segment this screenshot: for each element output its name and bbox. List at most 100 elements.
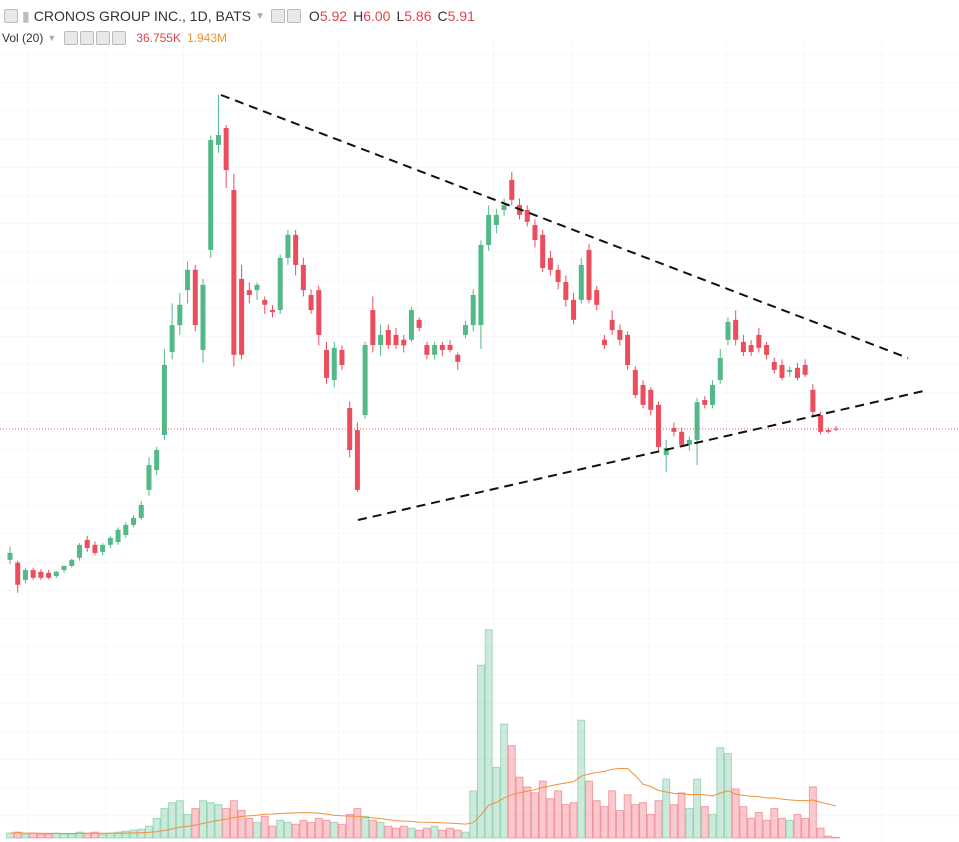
candle-body (123, 524, 129, 536)
candle-body (115, 529, 121, 543)
candle-body (177, 304, 183, 326)
candle-body (331, 347, 337, 381)
dropdown[interactable]: ▼ (47, 33, 57, 43)
candle-body (748, 345, 754, 353)
candle-body (408, 310, 414, 340)
volume-bar (175, 800, 184, 839)
volume-bar (345, 813, 354, 839)
volume-bar (708, 813, 717, 839)
candle-body (779, 364, 785, 378)
volume-bar (446, 827, 455, 839)
candle-body (563, 282, 569, 300)
volume-bar (44, 833, 53, 839)
volume-bar (6, 832, 14, 839)
volume-bar (114, 831, 123, 839)
candle-body (154, 450, 160, 470)
volume-bar (530, 792, 539, 839)
candle-body (416, 319, 422, 328)
volume-bar (237, 810, 246, 839)
candle-body (316, 290, 322, 335)
volume-bar (283, 821, 292, 839)
candle-body (733, 319, 739, 340)
volume-bar (500, 723, 509, 839)
candle-body (524, 209, 530, 222)
volume-bar (816, 827, 825, 839)
volume-bar (330, 821, 339, 839)
candle-body (339, 349, 345, 365)
volume-bar (469, 790, 478, 839)
candle-body (447, 345, 453, 350)
candle-body (354, 430, 360, 490)
grid (0, 40, 959, 842)
candle-body (393, 334, 399, 346)
candle-body (802, 364, 808, 375)
volume-bar (276, 819, 285, 839)
volume-bar (415, 829, 424, 839)
volume-bar (222, 808, 231, 839)
trend-line-lower[interactable] (357, 389, 929, 521)
candle-body (547, 257, 553, 270)
ohlc-key: H (353, 8, 364, 24)
move-icon[interactable] (96, 31, 111, 45)
candle-body (401, 339, 407, 346)
volume-bar (361, 815, 370, 839)
candle-body (671, 427, 677, 432)
candle-body (663, 447, 669, 455)
candle-body (609, 319, 615, 330)
volume-bar (770, 808, 779, 839)
candle-body (686, 439, 692, 445)
dropdown[interactable]: ▼ (255, 10, 265, 22)
candle-body (100, 544, 106, 552)
candle-body (254, 284, 260, 291)
candle-body (694, 402, 700, 440)
candle-body (22, 570, 28, 580)
candle-body (594, 290, 600, 305)
volume-value: 36.755K (136, 31, 181, 45)
volume-bar (762, 819, 771, 839)
candle-body (200, 284, 206, 350)
ohlc-value: 5.91 (447, 8, 475, 24)
ohlc-key: L (396, 8, 405, 24)
ohlc-value: 5.92 (319, 8, 348, 24)
candle-body (223, 128, 229, 171)
candle-body (578, 264, 584, 300)
volume-bar (546, 798, 555, 839)
candle-body (702, 399, 708, 405)
remove-icon[interactable] (112, 31, 127, 45)
candle-body (725, 321, 731, 340)
volume-bar (631, 804, 640, 839)
candle-body (439, 345, 445, 350)
volume-title: Vol (20) (2, 31, 44, 45)
collapse-icon[interactable] (4, 9, 18, 23)
candle-body (262, 299, 268, 305)
ohlc: O5.92 H6.00 L5.86 C5.91 (303, 8, 475, 24)
volume-bar (507, 745, 516, 839)
candle-body (655, 404, 661, 447)
settings-icon[interactable] (270, 9, 285, 23)
candle-body (617, 329, 623, 340)
hide-icon[interactable] (286, 9, 301, 23)
volume-bar (260, 815, 269, 839)
hide-icon[interactable] (64, 31, 79, 45)
volume-bar (353, 808, 362, 839)
volume-bar (368, 819, 377, 839)
volume-bar (608, 790, 617, 839)
volume-bar (438, 829, 447, 839)
candle-body (246, 290, 252, 296)
volume-bar (592, 800, 601, 839)
candle-body (92, 544, 98, 553)
candle-body (53, 571, 59, 577)
candle-body (740, 341, 746, 353)
volume-bar (778, 817, 786, 839)
candle-body (269, 310, 275, 313)
volume-bar (523, 786, 532, 839)
volume-bar (307, 821, 316, 839)
settings-icon[interactable] (80, 31, 95, 45)
volume-bar (67, 833, 76, 839)
volume-bar (268, 825, 277, 839)
trend-line-upper[interactable] (220, 94, 909, 359)
volume-bar (554, 790, 563, 839)
volume-bar (785, 819, 794, 839)
candle-body (46, 572, 52, 578)
volume-bar (577, 719, 586, 839)
